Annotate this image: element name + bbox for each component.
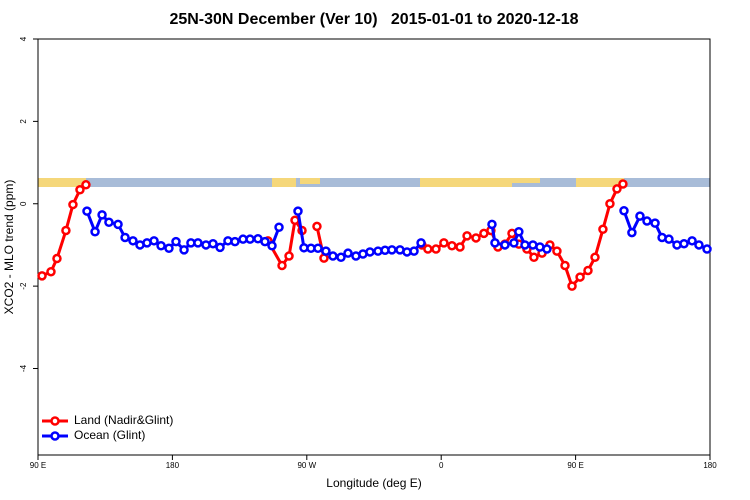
data-point xyxy=(171,236,181,247)
y-tick-label: 4 xyxy=(19,36,28,41)
legend-label: Land (Nadir&Glint) xyxy=(74,413,173,427)
data-point xyxy=(687,236,697,246)
data-point xyxy=(455,242,465,252)
legend-label: Ocean (Glint) xyxy=(74,428,145,442)
x-tick-label: 90 E xyxy=(30,461,46,470)
data-point xyxy=(46,266,56,277)
data-point xyxy=(542,244,552,254)
data-point xyxy=(37,271,47,281)
data-point xyxy=(650,218,660,228)
x-tick-label: 90 W xyxy=(297,461,316,470)
data-point xyxy=(284,251,294,261)
data-point xyxy=(321,246,331,256)
data-point xyxy=(387,245,397,255)
data-point xyxy=(120,232,130,243)
data-point xyxy=(423,244,433,254)
legend-marker xyxy=(50,431,60,441)
data-point xyxy=(267,241,277,251)
data-point xyxy=(487,219,497,230)
data-point xyxy=(179,245,189,255)
data-point xyxy=(567,281,577,291)
data-point xyxy=(312,221,322,232)
data-point xyxy=(560,260,570,271)
data-point xyxy=(642,216,652,226)
data-point xyxy=(75,184,85,195)
x-tick-label: 180 xyxy=(166,461,180,470)
x-axis-label: Longitude (deg E) xyxy=(326,476,421,490)
data-point xyxy=(343,248,353,258)
data-point xyxy=(529,252,539,263)
data-point xyxy=(702,244,712,254)
data-point xyxy=(293,206,303,216)
data-point xyxy=(520,240,530,250)
data-point xyxy=(193,238,203,248)
data-point xyxy=(664,234,674,244)
data-point xyxy=(575,272,585,282)
data-point xyxy=(409,246,419,256)
data-point xyxy=(97,210,107,220)
data-point xyxy=(61,225,71,236)
data-point xyxy=(471,233,481,243)
y-axis-label: XCO2 - MLO trend (ppm) xyxy=(2,180,16,315)
data-point xyxy=(245,234,255,244)
data-point xyxy=(365,247,375,257)
data-point xyxy=(313,243,323,253)
data-point xyxy=(113,219,123,230)
data-point xyxy=(618,179,628,189)
data-point xyxy=(230,236,240,247)
data-point xyxy=(605,199,615,209)
x-tick-label: 0 xyxy=(439,461,444,470)
data-point xyxy=(90,227,100,237)
data-point xyxy=(447,241,457,251)
chart-title: 25N-30N December (Ver 10) 2015-01-01 to … xyxy=(169,11,578,28)
data-point xyxy=(328,251,338,261)
data-point xyxy=(68,199,78,210)
data-point xyxy=(612,184,622,194)
data-point xyxy=(490,238,500,248)
series-line xyxy=(41,182,624,290)
y-tick-label: 2 xyxy=(19,119,28,124)
data-point xyxy=(277,260,287,271)
data-point xyxy=(104,217,114,228)
data-point xyxy=(514,227,524,237)
legend-marker xyxy=(50,416,60,426)
x-tick-label: 180 xyxy=(703,461,717,470)
data-point xyxy=(694,240,704,250)
data-point xyxy=(215,242,225,253)
data-point xyxy=(416,238,426,248)
data-point xyxy=(156,241,166,251)
data-point xyxy=(274,222,284,232)
data-point xyxy=(290,215,300,225)
y-tick-label: -2 xyxy=(19,282,28,290)
data-point xyxy=(590,252,600,263)
data-point xyxy=(208,238,218,249)
data-point xyxy=(500,240,510,250)
data-point xyxy=(583,265,593,276)
data-point xyxy=(635,211,645,221)
y-tick-label: 0 xyxy=(19,201,28,206)
data-point xyxy=(431,244,441,254)
data-point xyxy=(462,231,472,241)
data-point xyxy=(552,246,562,256)
x-tick-label: 90 E xyxy=(567,461,583,470)
data-point xyxy=(627,227,637,238)
y-tick-label: -4 xyxy=(19,364,28,372)
data-point xyxy=(128,236,138,246)
data-point xyxy=(598,224,608,235)
data-point xyxy=(52,253,62,264)
data-point xyxy=(149,236,159,246)
data-point xyxy=(260,236,270,247)
data-point xyxy=(82,206,92,216)
data-point xyxy=(679,238,689,249)
data-point xyxy=(81,180,91,190)
data-point xyxy=(336,252,346,263)
data-point xyxy=(164,243,174,253)
data-point xyxy=(509,238,519,248)
data-point xyxy=(619,206,629,216)
data-point xyxy=(439,238,449,248)
land-ocean-strip xyxy=(38,178,710,187)
